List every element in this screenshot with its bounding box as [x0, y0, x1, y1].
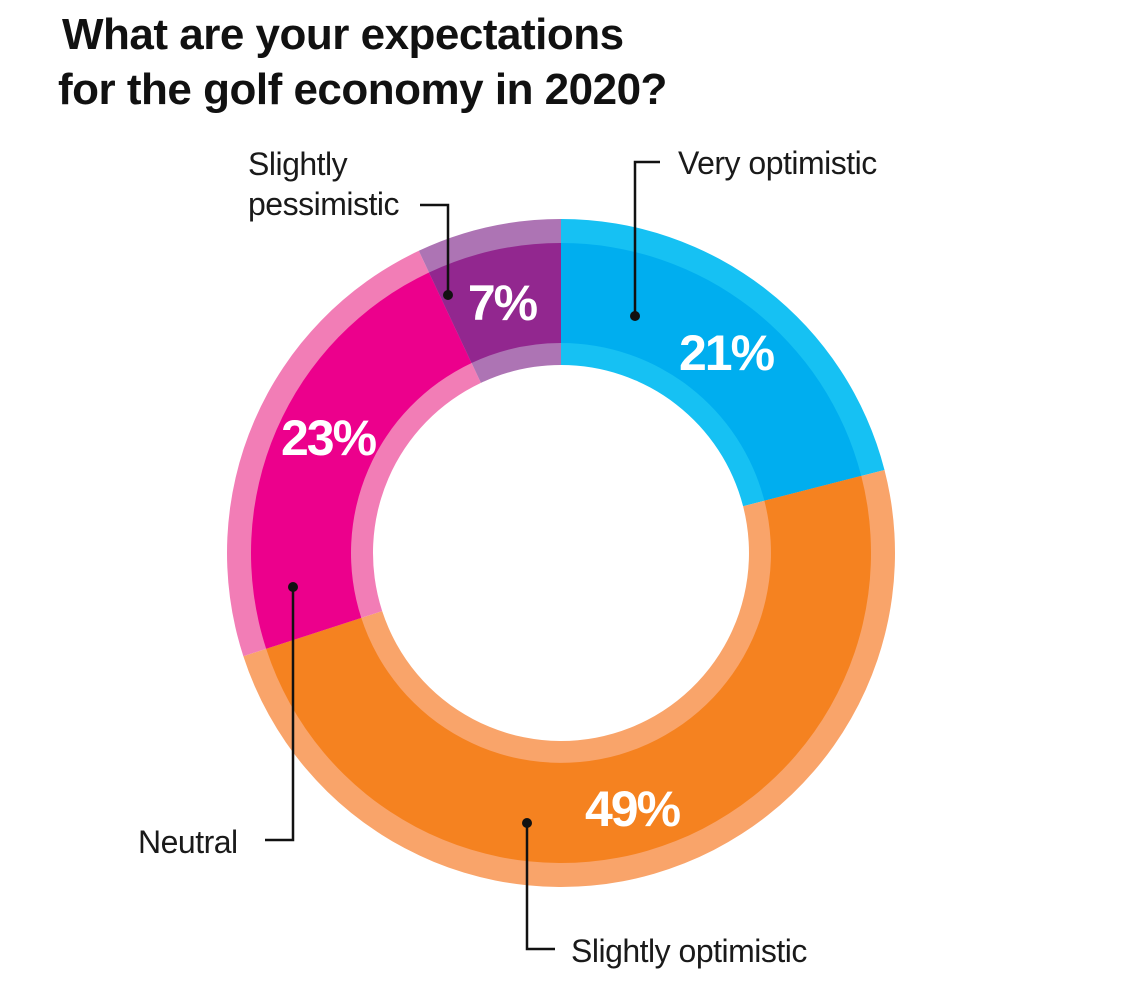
leader-dot-neutral — [288, 582, 298, 592]
leader-line-slightly-pessimistic — [420, 203, 450, 295]
leader-dot-slightly-pessimistic — [443, 290, 453, 300]
value-label-very-optimistic: 21% — [679, 325, 775, 381]
label-slightly-optimistic: Slightly optimistic — [571, 933, 807, 969]
value-label-slightly-optimistic: 49% — [585, 781, 681, 837]
leader-line-neutral — [265, 587, 295, 842]
donut-slices — [227, 218, 895, 887]
chart-title-line-2: for the golf economy in 2020? — [58, 65, 667, 114]
leader-dot-slightly-optimistic — [522, 818, 532, 828]
label-slightly-pessimistic-line-2: pessimistic — [248, 186, 399, 222]
leader-line-very-optimistic — [633, 160, 660, 316]
leader-lines — [265, 160, 660, 951]
chart-title-line-1: What are your expectations — [62, 10, 624, 59]
slice-slightly-pessimistic — [429, 243, 561, 363]
label-very-optimistic: Very optimistic — [678, 145, 877, 181]
value-label-neutral: 23% — [281, 410, 377, 466]
slice-neutral — [250, 272, 472, 649]
leader-dot-very-optimistic — [630, 311, 640, 321]
value-labels: 21% 49% 23% 7% — [281, 275, 777, 837]
category-labels: Very optimistic Slightly optimistic Neut… — [138, 145, 878, 969]
leader-line-slightly-optimistic — [525, 823, 555, 951]
label-slightly-pessimistic-line-1: Slightly — [248, 146, 348, 182]
label-neutral: Neutral — [138, 824, 238, 860]
value-label-slightly-pessimistic: 7% — [468, 275, 538, 331]
slice-slightly-optimistic — [266, 475, 872, 864]
